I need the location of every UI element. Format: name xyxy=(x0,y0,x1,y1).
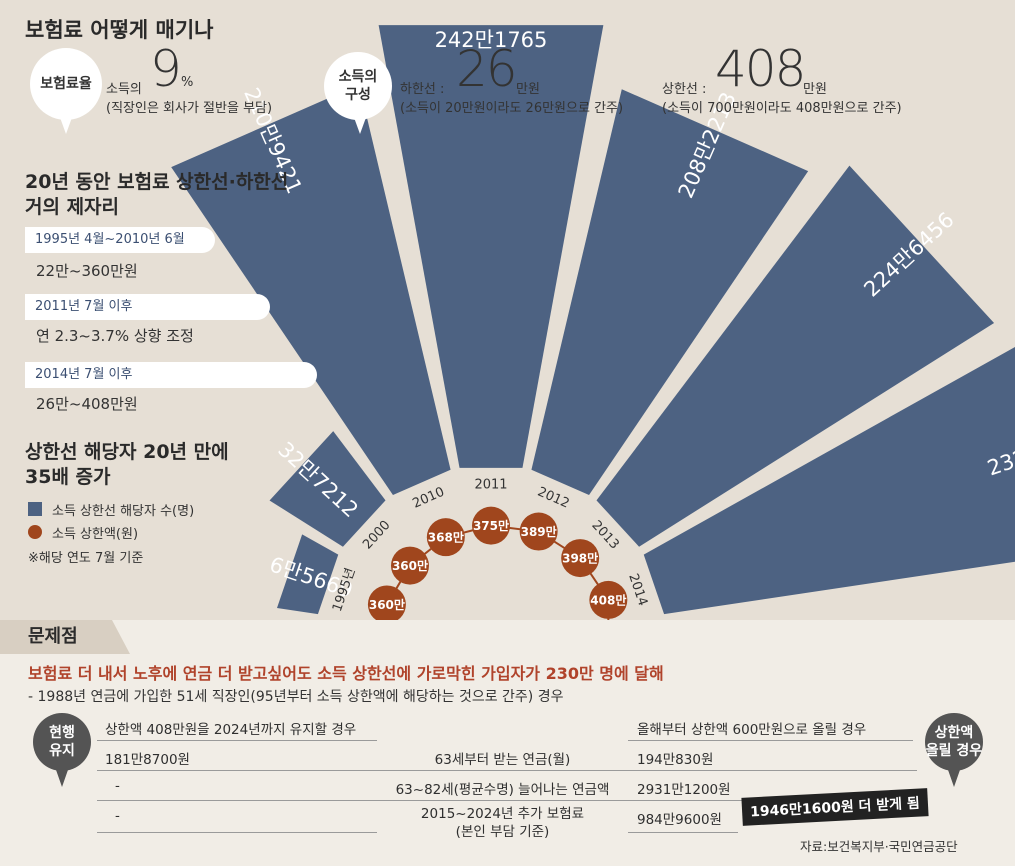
rate-note: (직장인은 회사가 절반을 부담) xyxy=(106,101,273,116)
lower-unit: 만원 xyxy=(516,82,540,97)
period-label-1: 1995년 4월~2010년 6월 xyxy=(25,227,215,253)
problem-tab: 문제점 xyxy=(0,620,130,654)
amount-dot-label: 375만 xyxy=(473,518,509,533)
raise-monthly-pension: 194만830원 xyxy=(637,752,714,768)
row-divider xyxy=(628,832,738,833)
raise-pin-label: 상한액 올릴 경우 xyxy=(926,724,982,760)
amount-dot-label: 360만 xyxy=(369,597,405,612)
period-label-3: 2014년 7월 이후 xyxy=(25,362,317,388)
raise-header: 올해부터 상한액 600만원으로 올릴 경우 xyxy=(637,722,867,738)
amount-dot-label: 360만 xyxy=(392,558,428,573)
period-value-2: 연 2.3~3.7% 상향 조정 xyxy=(36,327,194,345)
lower-label: 하한선 : xyxy=(400,82,445,97)
row-divider xyxy=(628,740,913,741)
raise-extra-premium: 984만9600원 xyxy=(637,812,722,828)
amount-dot-label: 398만 xyxy=(562,551,598,566)
upper-unit: 만원 xyxy=(803,82,827,97)
amount-dot xyxy=(390,546,429,585)
row-divider xyxy=(97,770,917,771)
lower-note: (소득이 20만원이라도 26만원으로 간주) xyxy=(400,101,624,116)
row-label-extra-premium: 2015~2024년 추가 보험료 (본인 부담 기준) xyxy=(380,805,625,841)
bar-value-label: 242만1765 xyxy=(435,28,548,52)
growth-heading-line1: 상한선 해당자 20년 만에 xyxy=(25,441,229,463)
year-label: 2000 xyxy=(360,518,393,553)
amount-dot xyxy=(472,506,510,545)
bar-1995년 xyxy=(276,534,339,615)
legend-bar-swatch xyxy=(28,502,42,516)
row-divider xyxy=(97,740,377,741)
rate-prefix: 소득의 xyxy=(106,82,142,97)
upper-label: 상한선 : xyxy=(662,82,707,97)
composition-bubble: 소득의 구성 xyxy=(324,52,392,134)
legend-count-label: 소득 상한선 해당자 수(명) xyxy=(52,504,195,519)
current-pin-line2: 유지 xyxy=(49,743,75,759)
upper-note: (소득이 700만원이라도 408만원으로 간주) xyxy=(662,101,902,116)
problem-section xyxy=(0,620,1015,866)
source-note: 자료:보건복지부·국민연금공단 xyxy=(800,839,958,854)
bar-2013 xyxy=(596,165,995,547)
current-monthly-pension: 181만8700원 xyxy=(105,752,190,768)
row-label-monthly-pension: 63세부터 받는 연금(월) xyxy=(434,752,571,768)
history-heading-line1: 20년 동안 보험료 상한선·하한선 xyxy=(25,171,289,193)
bar-2012 xyxy=(531,89,809,496)
row-divider xyxy=(97,832,377,833)
year-label: 2010 xyxy=(410,485,446,512)
row-label-extra-premium-line1: 2015~2024년 추가 보험료 xyxy=(420,806,585,822)
amount-dot-label: 389만 xyxy=(521,524,557,539)
problem-headline: 보험료 더 내서 노후에 연금 더 받고싶어도 소득 상한선에 가로막힌 가입자… xyxy=(28,664,664,683)
lower-value: 26 xyxy=(456,40,518,98)
raise-pin: 상한액 올릴 경우 xyxy=(925,713,983,787)
upper-value: 408 xyxy=(715,40,806,98)
period-label-2: 2011년 7월 이후 xyxy=(25,294,270,320)
rate-value: 9 xyxy=(150,40,182,98)
composition-bubble-line1: 소득의 xyxy=(338,69,378,85)
rate-bubble: 보험료율 xyxy=(30,48,102,134)
raise-increase: 2931만1200원 xyxy=(637,782,731,798)
raise-pin-line1: 상한액 xyxy=(934,725,974,741)
amount-dot xyxy=(367,585,406,624)
bar-2014 xyxy=(643,346,1015,615)
raise-pin-line2: 올릴 경우 xyxy=(925,743,983,759)
rate-unit: % xyxy=(181,75,194,90)
current-pin-line1: 현행 xyxy=(49,725,75,741)
current-pin-label: 현행 유지 xyxy=(49,724,75,760)
growth-heading-line2: 35배 증가 xyxy=(25,466,111,488)
legend-amount-label: 소득 상한액(원) xyxy=(52,527,139,542)
page-title: 보험료 어떻게 매기나 xyxy=(25,18,214,42)
current-pin: 현행 유지 xyxy=(33,713,91,787)
year-label: 2014 xyxy=(625,572,650,608)
row-divider xyxy=(97,800,917,801)
amount-dot xyxy=(519,512,558,551)
composition-bubble-label: 소득의 구성 xyxy=(339,68,378,104)
row-label-extra-premium-line2: (본인 부담 기준) xyxy=(455,824,550,840)
rate-bubble-label: 보험료율 xyxy=(40,76,92,92)
composition-bubble-line2: 구성 xyxy=(345,87,371,103)
amount-dot-label: 368만 xyxy=(428,530,464,545)
bar-2000 xyxy=(269,431,386,547)
growth-heading: 상한선 해당자 20년 만에 35배 증가 xyxy=(25,440,229,490)
amount-dot xyxy=(589,580,628,619)
current-extra-premium: - xyxy=(115,808,120,824)
bar-2010 xyxy=(171,84,451,496)
legend-dot-swatch xyxy=(28,525,42,539)
current-increase: - xyxy=(115,778,120,794)
row-label-increase: 63~82세(평균수명) 늘어나는 연금액 xyxy=(395,782,610,798)
bar-2011 xyxy=(378,25,604,468)
period-value-1: 22만~360만원 xyxy=(36,262,138,280)
amount-dot-label: 408만 xyxy=(590,592,626,607)
legend-footnote: ※해당 연도 7월 기준 xyxy=(28,551,144,566)
period-value-3: 26만~408만원 xyxy=(36,395,138,413)
amount-dot xyxy=(561,539,600,578)
year-label: 2012 xyxy=(535,485,571,512)
year-label: 2011 xyxy=(474,478,507,493)
problem-subline: - 1988년 연금에 가입한 51세 직장인(95년부터 소득 상한액에 해당… xyxy=(28,689,564,705)
history-heading-line2: 거의 제자리 xyxy=(25,196,120,218)
history-heading: 20년 동안 보험료 상한선·하한선 거의 제자리 xyxy=(25,170,288,220)
amount-dot xyxy=(426,518,465,557)
current-header: 상한액 408만원을 2024년까지 유지할 경우 xyxy=(105,722,357,738)
